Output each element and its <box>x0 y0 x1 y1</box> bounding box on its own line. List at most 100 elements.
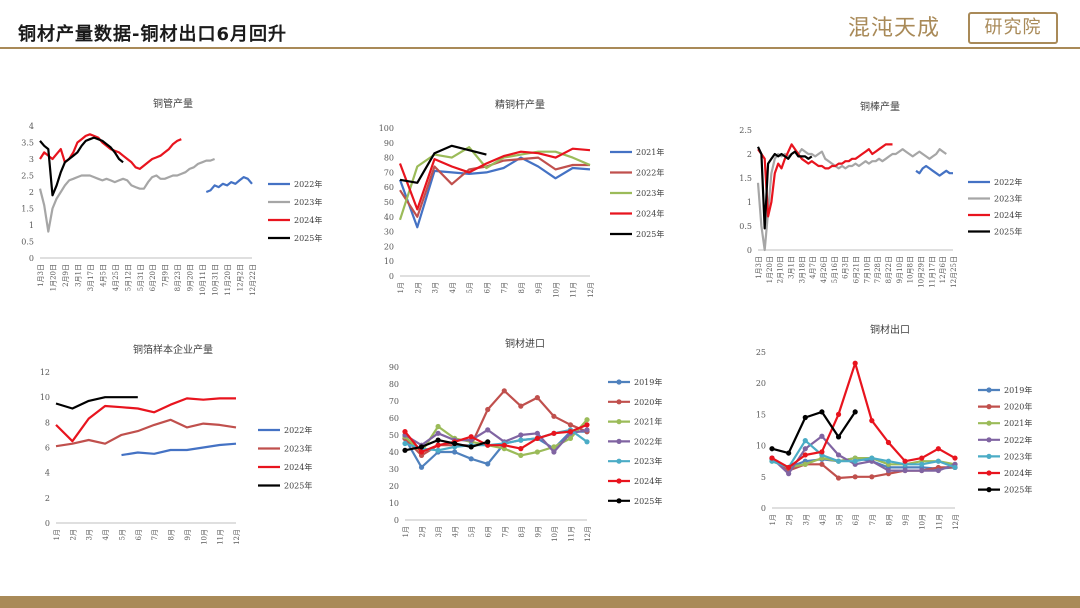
series-point <box>551 449 557 455</box>
legend-label: 2022年 <box>1004 435 1032 445</box>
y-tick-label: 0 <box>394 516 399 525</box>
series-point <box>534 395 540 401</box>
x-tick-label: 6月 <box>135 529 143 540</box>
series-point <box>852 409 858 415</box>
series-line-2 <box>756 148 947 252</box>
x-tick-label: 7月10日 <box>863 256 871 283</box>
x-tick-label: 1月3日 <box>755 256 763 279</box>
x-tick-label: 1月20日 <box>766 256 774 283</box>
series-point <box>501 388 507 394</box>
series-point <box>584 427 590 433</box>
y-tick-label: 90 <box>384 139 394 148</box>
legend-label: 2020年 <box>1004 402 1032 412</box>
legend-marker <box>986 420 992 426</box>
series-point <box>435 442 441 448</box>
chart-title: 铜材出口 <box>870 323 910 336</box>
series-point <box>852 458 858 464</box>
series-point <box>802 414 808 421</box>
series-point <box>518 432 524 438</box>
x-tick-label: 4月 <box>449 282 457 293</box>
y-tick-label: 20 <box>756 379 766 388</box>
legend-label: 2024年 <box>294 215 322 225</box>
x-tick-label: 12月2日 <box>237 264 245 291</box>
series-point <box>584 439 590 445</box>
x-tick-label: 9月10日 <box>896 256 904 283</box>
series-point <box>485 406 491 413</box>
series-point <box>485 427 491 433</box>
x-tick-label: 2月9日 <box>62 264 70 287</box>
x-tick-label: 4月 <box>452 526 460 537</box>
series-line-2 <box>38 157 215 233</box>
y-tick-label: 1 <box>747 198 752 207</box>
chart-title: 铜棒产量 <box>860 100 900 113</box>
series-point <box>935 467 941 474</box>
y-tick-label: 40 <box>384 213 394 222</box>
y-tick-label: 90 <box>389 363 399 372</box>
legend-label: 2019年 <box>1004 385 1032 395</box>
series-point <box>819 409 825 415</box>
series-point <box>518 452 524 458</box>
x-tick-label: 2月 <box>414 282 422 293</box>
x-tick-label: 8月23日 <box>174 264 182 291</box>
series-point <box>551 430 557 436</box>
y-tick-label: 70 <box>384 168 394 177</box>
series-point <box>418 449 425 455</box>
legend-label: 2025年 <box>634 496 662 506</box>
y-tick-label: 2 <box>45 494 50 503</box>
y-tick-label: 5 <box>761 473 766 482</box>
series-point <box>852 360 858 366</box>
legend-label: 2022年 <box>634 436 662 446</box>
header-divider <box>0 47 1080 49</box>
series-point <box>518 446 524 452</box>
x-tick-label: 10月8日 <box>907 256 915 283</box>
x-tick-label: 5月 <box>118 529 126 540</box>
series-line-1 <box>205 176 253 194</box>
legend-marker <box>986 404 992 410</box>
series-point <box>769 455 775 461</box>
x-tick-label: 7月 <box>869 514 877 525</box>
chart-title: 铜材进口 <box>505 337 545 350</box>
y-tick-label: 0 <box>389 272 394 281</box>
x-tick-label: 7月 <box>501 526 509 537</box>
x-tick-label: 1月3日 <box>37 264 45 287</box>
legend-label: 2021年 <box>1004 418 1032 428</box>
x-tick-label: 9月 <box>902 514 910 525</box>
series-point <box>551 413 557 419</box>
series-line-1 <box>398 156 591 229</box>
y-tick-label: 0.5 <box>739 222 752 231</box>
x-tick-label: 2月 <box>786 514 794 525</box>
legend-marker <box>616 478 622 484</box>
legend-marker <box>616 419 622 425</box>
series-point <box>819 449 825 455</box>
y-tick-label: 10 <box>389 499 399 508</box>
series-point <box>885 458 892 464</box>
series-line-1 <box>915 164 953 177</box>
y-tick-label: 4 <box>29 122 34 131</box>
series-line-4 <box>55 396 138 410</box>
series-line-6 <box>404 423 588 454</box>
logo-right-seal: 研究院 <box>968 12 1058 44</box>
y-tick-label: 12 <box>40 368 50 377</box>
x-tick-label: 11月 <box>570 282 578 298</box>
brand-logo: 混沌天成 研究院 <box>848 10 1058 44</box>
y-tick-label: 40 <box>389 448 399 457</box>
x-tick-label: 9月 <box>184 529 192 540</box>
x-tick-label: 5月16日 <box>831 256 839 283</box>
series-line-5 <box>399 144 487 184</box>
legend-marker <box>986 453 992 459</box>
series-point <box>802 461 808 467</box>
series-point <box>952 464 958 471</box>
y-tick-label: 80 <box>384 154 394 163</box>
series-point <box>919 461 925 467</box>
series-point <box>819 433 825 439</box>
legend-marker <box>616 458 622 464</box>
y-tick-label: 20 <box>389 482 399 491</box>
y-tick-label: 8 <box>45 418 50 427</box>
legend-label: 2023年 <box>1004 451 1032 461</box>
series-point <box>852 474 858 480</box>
x-tick-label: 12月 <box>584 526 592 542</box>
series-line-3 <box>39 133 182 170</box>
y-tick-label: 2.5 <box>739 126 752 135</box>
legend-label: 2025年 <box>1004 485 1032 495</box>
